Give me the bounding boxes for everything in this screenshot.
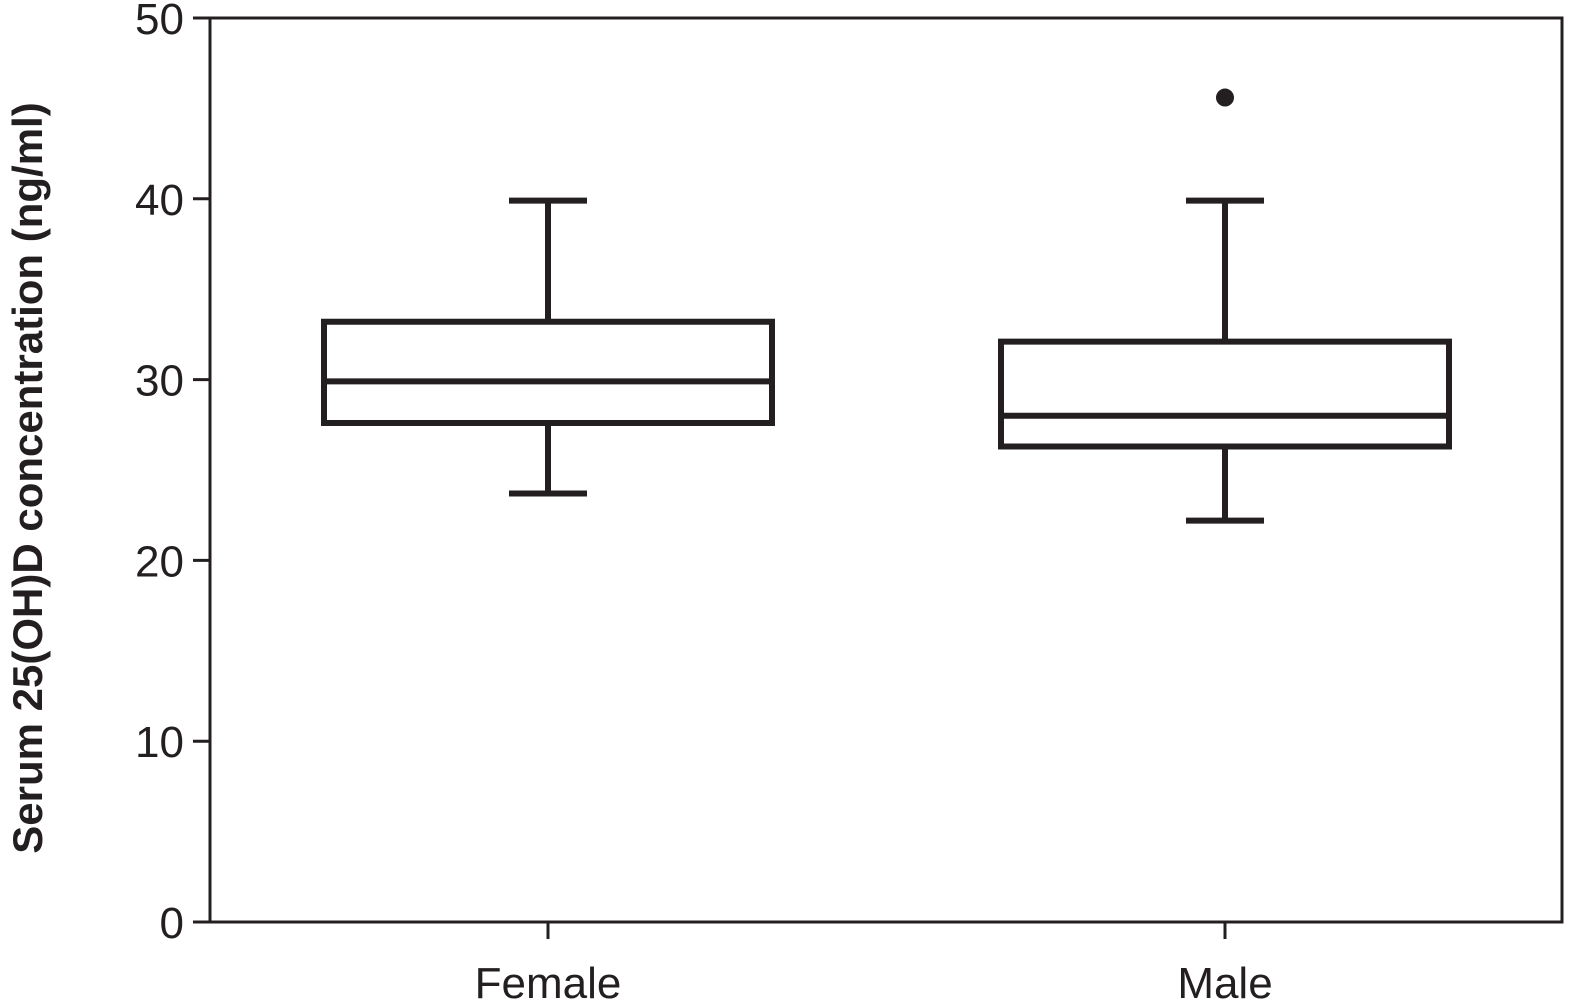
iqr-box-male: [998, 338, 1452, 450]
x-tick-label-female: Female: [475, 959, 622, 1005]
x-tick-label-male: Male: [1177, 959, 1272, 1005]
y-tick-label-50: 50: [135, 0, 184, 44]
plot-border: [208, 16, 1564, 924]
y-axis-title: Serum 25(OH)D concentration (ng/ml): [4, 102, 51, 853]
box-male: [998, 88, 1452, 524]
y-tick-label-10: 10: [135, 718, 184, 767]
y-axis: 0 10 20 30 40 50: [135, 0, 210, 948]
plot-frame: [208, 16, 1564, 924]
outlier-male-0: [1216, 88, 1234, 107]
box-female: [321, 197, 775, 497]
y-tick-label-40: 40: [135, 176, 184, 225]
iqr-box-female: [321, 318, 775, 426]
y-tick-label-20: 20: [135, 537, 184, 586]
y-tick-label-0: 0: [160, 899, 184, 948]
x-axis: Female Male: [475, 922, 1273, 1005]
boxes-layer: [321, 88, 1452, 524]
y-tick-label-30: 30: [135, 357, 184, 406]
